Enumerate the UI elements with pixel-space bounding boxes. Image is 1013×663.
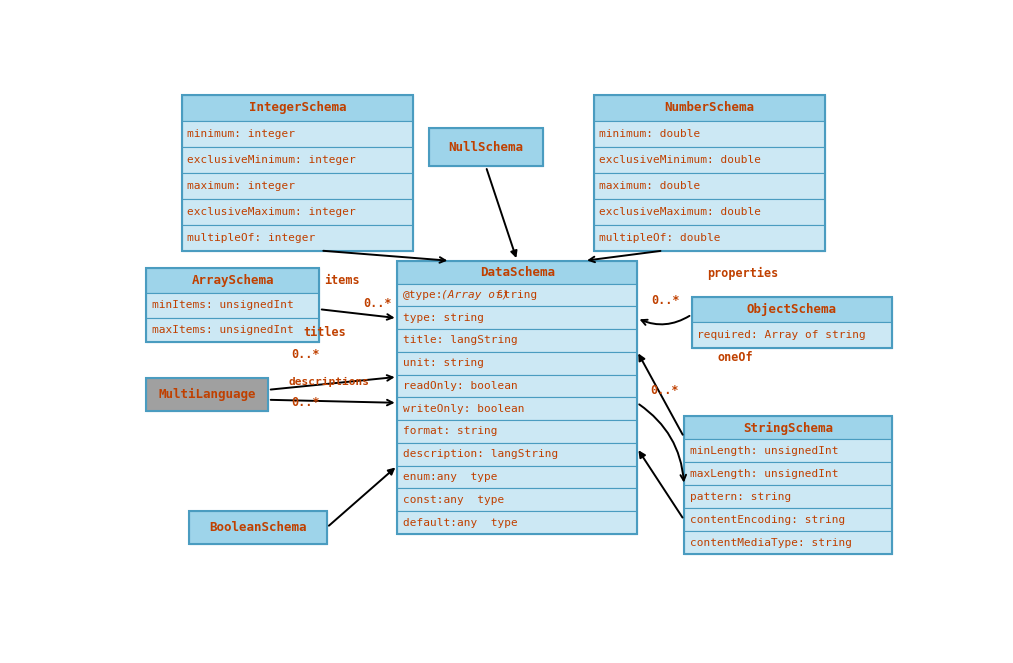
Text: maxLength: unsignedInt: maxLength: unsignedInt: [690, 469, 838, 479]
Text: string: string: [490, 290, 537, 300]
Bar: [146, 269, 319, 343]
Text: IntegerSchema: IntegerSchema: [248, 101, 346, 114]
Bar: [397, 397, 637, 420]
Bar: [594, 147, 826, 173]
Text: unit: string: unit: string: [403, 358, 484, 368]
Bar: [692, 296, 892, 322]
Bar: [397, 261, 637, 534]
Text: 0..*: 0..*: [364, 296, 392, 310]
Text: description: langString: description: langString: [403, 450, 558, 459]
Text: title: langString: title: langString: [403, 335, 518, 345]
Text: writeOnly: boolean: writeOnly: boolean: [403, 404, 525, 414]
Text: @type:: @type:: [403, 290, 444, 300]
Bar: [181, 121, 413, 147]
Bar: [397, 329, 637, 352]
Text: pattern: string: pattern: string: [690, 492, 791, 502]
Text: type: string: type: string: [403, 313, 484, 323]
Bar: [397, 443, 637, 465]
Text: ArraySchema: ArraySchema: [191, 274, 274, 287]
Bar: [692, 322, 892, 347]
Bar: [684, 531, 892, 554]
Text: minimum: double: minimum: double: [600, 129, 701, 139]
Text: descriptions: descriptions: [289, 377, 370, 387]
Bar: [684, 509, 892, 531]
Text: contentEncoding: string: contentEncoding: string: [690, 515, 845, 525]
Text: readOnly: boolean: readOnly: boolean: [403, 381, 518, 391]
Text: exclusiveMinimum: double: exclusiveMinimum: double: [600, 154, 761, 164]
Text: exclusiveMinimum: integer: exclusiveMinimum: integer: [187, 154, 356, 164]
Text: maximum: double: maximum: double: [600, 181, 701, 191]
Bar: [397, 420, 637, 443]
Text: oneOf: oneOf: [717, 351, 753, 364]
Text: titles: titles: [303, 326, 345, 339]
Bar: [146, 378, 267, 411]
Bar: [397, 261, 637, 284]
Bar: [189, 511, 327, 544]
Text: ObjectSchema: ObjectSchema: [747, 303, 837, 316]
Bar: [397, 352, 637, 375]
Bar: [181, 199, 413, 225]
Text: enum:any  type: enum:any type: [403, 472, 497, 482]
Bar: [397, 284, 637, 306]
Bar: [594, 95, 826, 121]
Text: 0..*: 0..*: [651, 294, 680, 306]
Text: NullSchema: NullSchema: [449, 141, 524, 154]
Bar: [181, 147, 413, 173]
Bar: [146, 318, 319, 343]
Bar: [146, 378, 267, 411]
Text: contentMediaType: string: contentMediaType: string: [690, 538, 852, 548]
Text: (Array of): (Array of): [441, 290, 509, 300]
Bar: [684, 416, 892, 554]
Text: BooleanSchema: BooleanSchema: [210, 521, 307, 534]
Text: DataSchema: DataSchema: [480, 266, 555, 278]
Text: maxItems: unsignedInt: maxItems: unsignedInt: [152, 325, 294, 335]
Bar: [594, 225, 826, 251]
Bar: [181, 225, 413, 251]
Bar: [397, 489, 637, 511]
Text: 0..*: 0..*: [292, 347, 320, 361]
Bar: [397, 511, 637, 534]
Text: StringSchema: StringSchema: [744, 422, 833, 434]
Bar: [692, 296, 892, 347]
Text: items: items: [324, 274, 360, 287]
Bar: [181, 95, 413, 251]
Bar: [397, 375, 637, 397]
Bar: [594, 199, 826, 225]
Bar: [397, 465, 637, 489]
Bar: [189, 511, 327, 544]
Text: minimum: integer: minimum: integer: [187, 129, 295, 139]
Text: minLength: unsignedInt: minLength: unsignedInt: [690, 446, 838, 456]
Bar: [684, 463, 892, 485]
Bar: [684, 440, 892, 463]
Bar: [684, 416, 892, 440]
Text: maximum: integer: maximum: integer: [187, 181, 295, 191]
Text: minItems: unsignedInt: minItems: unsignedInt: [152, 300, 294, 310]
Bar: [594, 173, 826, 199]
Bar: [594, 95, 826, 251]
Bar: [181, 173, 413, 199]
Text: exclusiveMaximum: integer: exclusiveMaximum: integer: [187, 207, 356, 217]
Text: format: string: format: string: [403, 426, 497, 436]
Text: multipleOf: integer: multipleOf: integer: [187, 233, 315, 243]
Text: NumberSchema: NumberSchema: [665, 101, 755, 114]
Text: multipleOf: double: multipleOf: double: [600, 233, 720, 243]
Bar: [181, 95, 413, 121]
Bar: [146, 269, 319, 293]
Text: 0..*: 0..*: [650, 385, 679, 398]
Text: default:any  type: default:any type: [403, 518, 518, 528]
Bar: [428, 128, 543, 166]
Text: const:any  type: const:any type: [403, 495, 504, 505]
Bar: [397, 306, 637, 329]
Bar: [594, 121, 826, 147]
Text: MultiLanguage: MultiLanguage: [158, 389, 256, 401]
Bar: [146, 293, 319, 318]
Text: exclusiveMaximum: double: exclusiveMaximum: double: [600, 207, 761, 217]
Text: properties: properties: [707, 267, 779, 280]
Bar: [428, 128, 543, 166]
Text: 0..*: 0..*: [292, 396, 320, 409]
Text: required: Array of string: required: Array of string: [697, 330, 866, 340]
Bar: [684, 485, 892, 509]
